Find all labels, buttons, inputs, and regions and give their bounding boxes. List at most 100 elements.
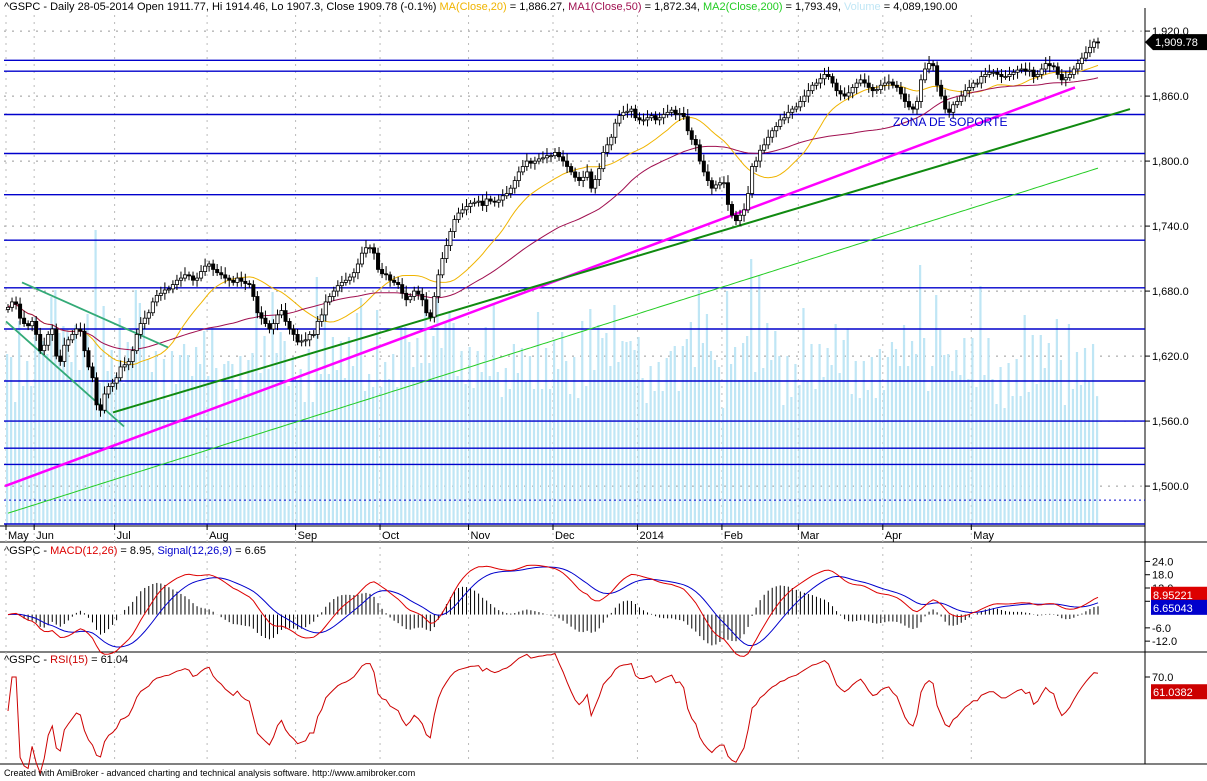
rsi-y-tick-label: 70.0 (1152, 672, 1173, 684)
macd-line (7, 564, 1099, 657)
volume-bar (742, 343, 745, 524)
candle-body (802, 95, 807, 102)
volume-bar (432, 336, 435, 524)
candle-body (641, 119, 646, 122)
volume-bar (82, 339, 85, 524)
volume-bar (798, 385, 801, 524)
candle-body (995, 71, 1000, 75)
candle-body (86, 350, 91, 368)
volume-bar (886, 357, 890, 524)
volume-bar (392, 354, 395, 524)
volume-bar (713, 360, 717, 524)
volume-bar (251, 353, 254, 524)
candle-body (822, 74, 827, 80)
candle-body (721, 182, 726, 185)
candle-body (581, 176, 586, 181)
candle-body (914, 101, 919, 110)
candle-body (219, 272, 224, 276)
x-tick-label: 2014 (639, 530, 663, 542)
volume-bar (372, 387, 375, 524)
macd-y-tick-label: 24.0 (1152, 556, 1173, 568)
volume-bar (303, 402, 306, 524)
candle-body (444, 245, 449, 259)
volume-bar (1071, 389, 1075, 524)
volume-bar (1015, 359, 1018, 524)
volume-bar (701, 343, 705, 524)
candle-body (874, 89, 879, 92)
candle-body (826, 74, 831, 77)
candle-body (1011, 71, 1016, 75)
macd-header-prefix: ^GSPC - (4, 545, 51, 557)
candle-body (1031, 69, 1036, 77)
candle-body (794, 106, 799, 110)
candle-body (713, 184, 718, 189)
volume-bar (319, 374, 322, 524)
volume-bar (388, 379, 391, 524)
volume-bar (122, 383, 125, 524)
candle-body (762, 144, 767, 151)
volume-bar (396, 387, 399, 524)
candle-body (1063, 77, 1068, 81)
candle-body (557, 152, 562, 158)
candle-body (870, 87, 875, 92)
candle-body (798, 101, 803, 108)
volume-bar (693, 367, 696, 524)
volume-bar (621, 341, 624, 524)
volume-bar (605, 333, 608, 524)
volume-bar (30, 386, 33, 524)
volume-bar (943, 355, 946, 524)
candle-body (504, 193, 509, 197)
volume-bar (158, 400, 162, 524)
volume-bar (215, 368, 218, 524)
rsi-value-label: 61.0382 (1153, 687, 1193, 699)
ma50-line (7, 77, 1099, 351)
volume-bar (935, 295, 938, 524)
candle-body (488, 198, 493, 202)
volume-bar (834, 324, 837, 524)
volume-bar (335, 370, 339, 524)
volume-bar (452, 323, 455, 524)
volume-bar (810, 344, 813, 524)
volume-bar (327, 374, 330, 524)
x-tick-label: Nov (471, 530, 491, 542)
candle-body (239, 277, 244, 282)
candle-body (283, 310, 288, 322)
signal-value-label: 6.65043 (1153, 603, 1193, 615)
candle-body (734, 214, 739, 222)
volume-bar (854, 361, 857, 524)
volume-bar (42, 341, 45, 524)
candle-body (46, 334, 51, 346)
candle-body (838, 90, 843, 95)
candle-body (388, 274, 393, 281)
ma200-value: = 1,793.49, (782, 1, 844, 13)
candle-body (1055, 66, 1060, 75)
macd-y-tick-label: 18.0 (1152, 570, 1173, 582)
candle-body (1083, 52, 1088, 59)
candle-body (376, 252, 381, 270)
volume-bar (195, 347, 198, 524)
volume-bar (685, 339, 688, 524)
volume-bar (26, 361, 29, 524)
candle-body (597, 168, 602, 180)
x-tick-label: Dec (555, 530, 575, 542)
volume-bar (488, 376, 491, 524)
volume-bar (295, 382, 298, 524)
volume-bar (653, 391, 656, 524)
volume-bar (649, 366, 652, 524)
candle-body (536, 158, 541, 162)
candle-body (66, 339, 71, 346)
candle-body (34, 321, 39, 335)
volume-bar (822, 377, 825, 524)
candle-body (693, 139, 698, 146)
volume-bar (110, 350, 113, 524)
candle-body (1043, 63, 1048, 70)
volume-bar (657, 362, 660, 524)
volume-bar (762, 368, 765, 524)
x-tick-label: Sep (298, 530, 318, 542)
candle-body (846, 92, 851, 97)
volume-bar (1039, 335, 1042, 524)
candle-body (983, 74, 988, 77)
volume-bar (114, 375, 117, 524)
ma20-line (7, 64, 1099, 366)
